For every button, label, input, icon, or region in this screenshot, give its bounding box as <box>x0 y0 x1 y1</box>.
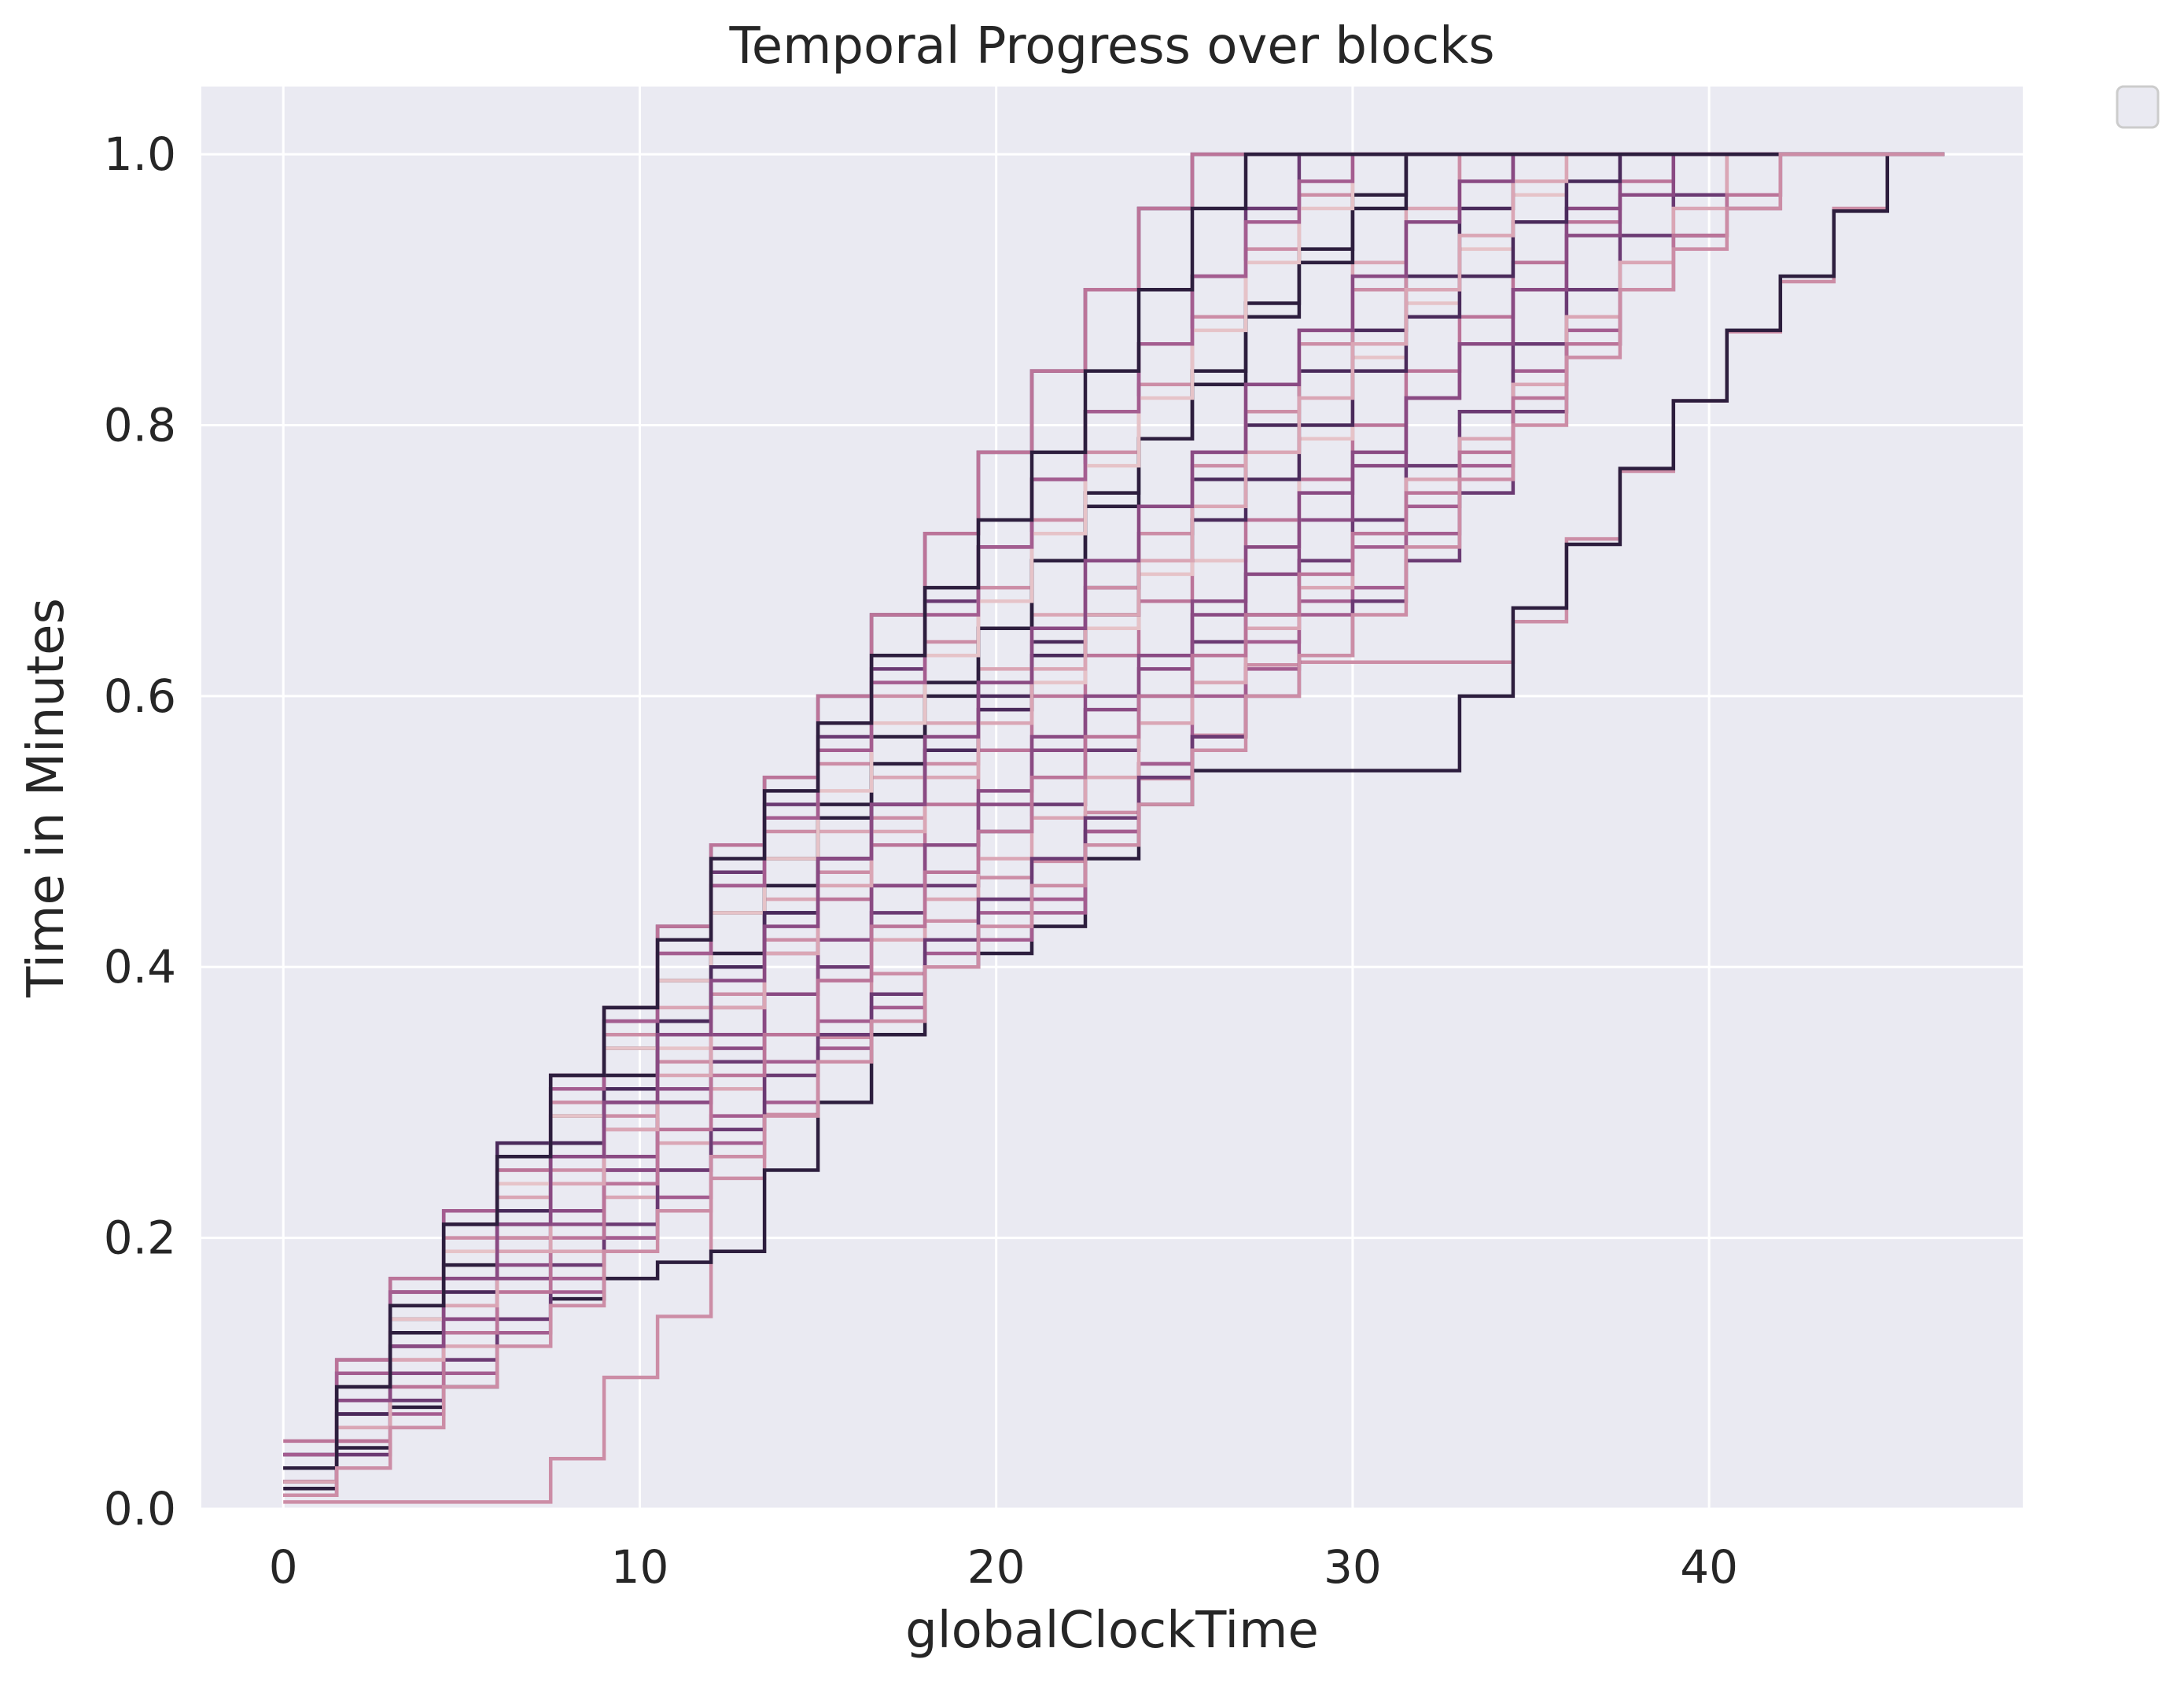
y-tick-label: 0.4 <box>104 940 176 994</box>
y-tick-label: 0.8 <box>104 398 176 452</box>
series-layer <box>283 152 1945 1504</box>
series-line <box>283 152 1945 1457</box>
y-tick-labels: 0.0 0.2 0.4 0.6 0.8 1.0 <box>104 127 176 1536</box>
x-tick-label: 10 <box>611 1540 669 1594</box>
legend-box <box>2116 85 2160 129</box>
series-line <box>283 152 1945 1470</box>
series-line <box>283 152 1945 1484</box>
y-tick-label: 0.6 <box>104 669 176 723</box>
x-tick-label: 20 <box>967 1540 1026 1594</box>
chart-title: Temporal Progress over blocks <box>728 17 1494 76</box>
y-axis-label: Time in Minutes <box>17 598 76 998</box>
y-tick-label: 1.0 <box>104 127 176 181</box>
x-tick-labels: 0 10 20 30 40 <box>269 1540 1738 1594</box>
plot-area <box>201 87 2023 1509</box>
y-tick-label: 0.0 <box>104 1482 176 1536</box>
series-line <box>283 152 1945 1470</box>
x-tick-label: 0 <box>269 1540 298 1594</box>
x-tick-label: 40 <box>1680 1540 1738 1594</box>
x-tick-label: 30 <box>1324 1540 1382 1594</box>
x-axis-label: globalClockTime <box>905 1602 1319 1660</box>
y-tick-label: 0.2 <box>104 1211 176 1265</box>
series-line <box>283 152 1945 1484</box>
series-line <box>283 152 1945 1470</box>
series-line <box>283 152 1945 1470</box>
series-line <box>283 152 1945 1498</box>
